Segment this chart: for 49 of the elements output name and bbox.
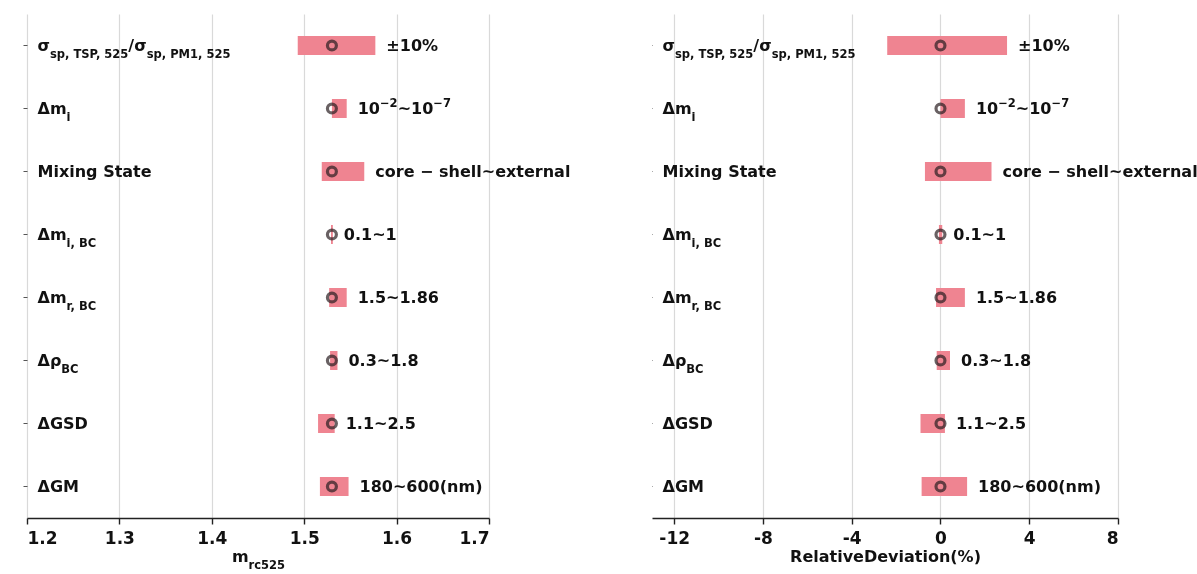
x-axis-title: m$_{rc525}$	[231, 546, 286, 572]
y-tick-label: Δm$_{i, BC}$	[662, 224, 722, 250]
x-tick-label: -4	[842, 527, 862, 548]
annotation: 180~600(nm)	[978, 476, 1101, 496]
annotation: 0.1~1	[953, 224, 1007, 244]
annotation: 0.3~1.8	[961, 350, 1032, 370]
y-tick-label: Δm$_{i}$	[37, 98, 71, 124]
annotation: 1.5~1.86	[975, 287, 1058, 307]
x-tick-label: 1.5	[289, 527, 320, 548]
y-tick-label: ΔGSD	[37, 413, 88, 433]
annotation: 1.5~1.86	[357, 287, 439, 307]
x-axis-title: RelativeDeviation(%)	[790, 546, 981, 566]
y-tick-label: ΔGM	[662, 476, 704, 496]
x-tick-label: 4	[1023, 527, 1036, 548]
y-tick-label: Δρ$_{BC}$	[37, 350, 79, 376]
y-tick-label: σ$_{sp, TSP, 525}$/σ$_{sp, PM1, 525}$	[662, 35, 856, 61]
x-tick-label: 1.7	[459, 527, 490, 548]
annotation: 10$^{−2}$~10$^{−7}$	[975, 95, 1070, 118]
y-tick-label: Δm$_{r, BC}$	[662, 287, 722, 313]
y-tick-label: Δm$_{r, BC}$	[37, 287, 97, 313]
y-tick-label: Mixing State	[662, 161, 777, 181]
y-tick-label: Δm$_{i}$	[662, 98, 696, 124]
x-tick-label: 0	[935, 527, 948, 548]
annotation: ±10%	[1018, 35, 1070, 55]
x-tick-label: 1.6	[382, 527, 413, 548]
x-tick-label: 1.2	[27, 527, 58, 548]
y-tick-label: ΔGSD	[662, 413, 713, 433]
annotation: 180~600(nm)	[359, 476, 483, 496]
annotation: core − shell~external	[1002, 161, 1197, 181]
x-tick-label: -8	[754, 527, 773, 548]
annotation: 0.3~1.8	[348, 350, 419, 370]
x-tick-label: 1.4	[197, 527, 228, 548]
y-tick-label: Mixing State	[37, 161, 152, 181]
bar	[921, 477, 968, 496]
y-tick-label: Δρ$_{BC}$	[662, 350, 704, 376]
annotation: ±10%	[386, 35, 439, 55]
bar	[887, 36, 1008, 55]
x-tick-label: 1.3	[104, 527, 135, 548]
y-tick-label: Δm$_{i, BC}$	[37, 224, 97, 250]
y-tick-label: σ$_{sp, TSP, 525}$/σ$_{sp, PM1, 525}$	[37, 35, 231, 61]
annotation: core − shell~external	[375, 161, 571, 181]
x-tick-label: -12	[659, 527, 691, 548]
bar	[924, 162, 992, 181]
annotation: 10$^{−2}$~10$^{−7}$	[357, 95, 451, 118]
y-tick-label: ΔGM	[37, 476, 79, 496]
annotation: 0.1~1	[343, 224, 397, 244]
annotation: 1.1~2.5	[955, 413, 1027, 433]
annotation: 1.1~2.5	[345, 413, 416, 433]
x-tick-label: 8	[1106, 527, 1119, 548]
